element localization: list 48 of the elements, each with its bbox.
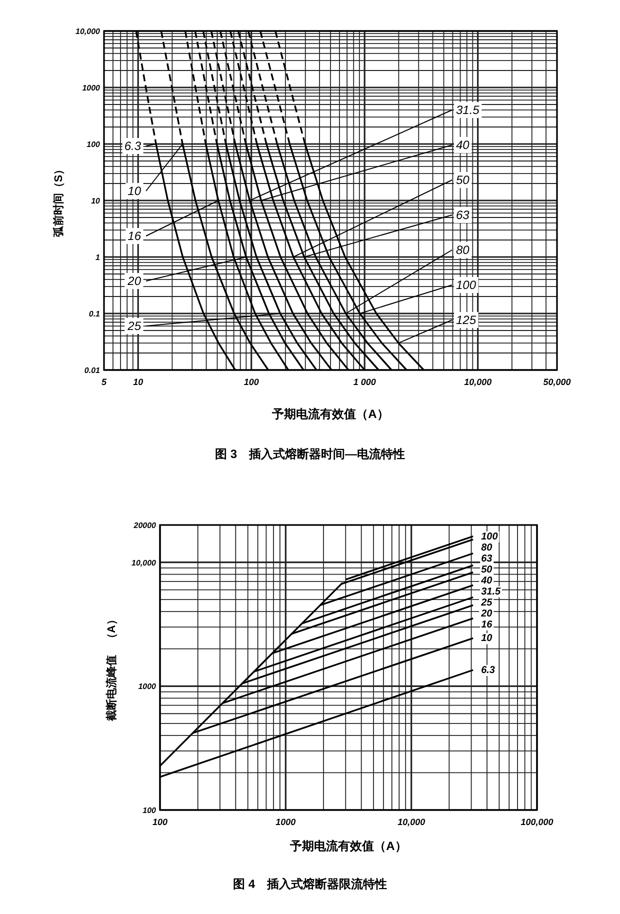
annotation: 20 <box>126 274 142 288</box>
x-axis-title: 予期电流有效值（A） <box>289 839 407 853</box>
series-label: 63 <box>481 553 493 564</box>
series-label: 16 <box>481 619 493 630</box>
y-axis-title: 弧前时间（S） <box>52 164 65 238</box>
y-tick-label: 20000 <box>132 521 157 530</box>
x-tick-label: 50,000 <box>543 377 571 387</box>
y-tick-label: 10 <box>91 196 101 206</box>
y-axis-title: 截断电流峰值 （A） <box>105 614 118 722</box>
annotation: 16 <box>128 229 142 243</box>
x-tick-label: 100 <box>244 377 259 387</box>
series-label: 31.5 <box>481 586 501 598</box>
y-tick-label: 10,000 <box>132 558 157 568</box>
annotation: 40 <box>456 138 470 152</box>
annotation: 6.3 <box>124 139 142 153</box>
y-tick-label: 0.01 <box>84 366 101 375</box>
annotation: 63 <box>456 208 470 222</box>
y-tick-label: 100 <box>142 806 157 815</box>
x-tick-label: 5 <box>101 377 108 387</box>
annotation: 125 <box>456 313 476 327</box>
y-tick-label: 1000 <box>138 682 157 692</box>
text: 图 4 插入式熔断器限流特性 <box>232 877 388 891</box>
series-label: 25 <box>480 597 493 608</box>
series-label: 20 <box>480 608 493 620</box>
series-label: 80 <box>481 542 493 554</box>
annotation: 100 <box>456 278 476 292</box>
x-tick-label: 100,000 <box>520 817 554 827</box>
x-axis-title: 予期电流有效值（A） <box>271 407 389 421</box>
y-tick-label: 100 <box>86 140 101 149</box>
annotation: 80 <box>456 243 470 257</box>
x-tick-label: 10,000 <box>464 377 492 387</box>
series-label: 6.3 <box>481 665 496 676</box>
y-tick-label: 1000 <box>82 84 101 92</box>
x-tick-label: 1 000 <box>353 377 376 387</box>
text: 图 3 插入式熔断器时间—电流特性 <box>214 447 406 461</box>
annotation: 50 <box>456 173 470 187</box>
y-tick-label: 1 <box>96 253 101 262</box>
annotation: 25 <box>126 319 142 333</box>
y-tick-label: 0.1 <box>88 310 101 318</box>
y-tick-label: 10,000 <box>76 27 101 36</box>
x-tick-label: 10,000 <box>398 817 426 827</box>
x-tick-label: 100 <box>152 817 168 827</box>
series-label: 10 <box>481 633 493 644</box>
series-label: 100 <box>481 531 498 542</box>
x-tick-label: 1000 <box>276 817 296 827</box>
annotation: 31.5 <box>456 103 480 117</box>
series-label: 40 <box>480 575 493 586</box>
series-label: 50 <box>481 564 493 576</box>
